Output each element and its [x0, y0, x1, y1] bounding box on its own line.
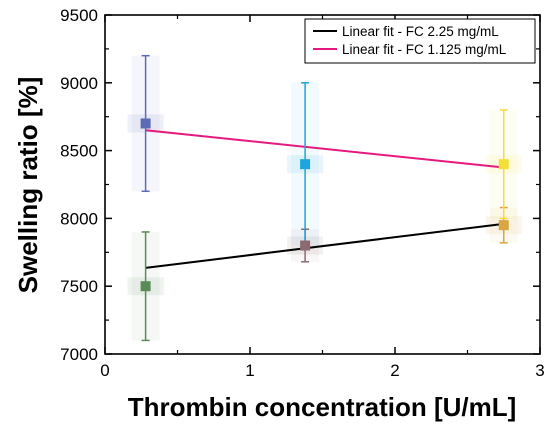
- data-point-marker: [300, 159, 311, 170]
- y-tick-label: 8500: [60, 142, 98, 161]
- x-tick-label: 2: [390, 361, 399, 380]
- legend-label: Linear fit - FC 1.125 mg/mL: [342, 42, 507, 57]
- legend-label: Linear fit - FC 2.25 mg/mL: [342, 24, 499, 39]
- y-tick-label: 7500: [60, 277, 98, 296]
- y-tick-label: 7000: [60, 345, 98, 364]
- axis-ticks-layer: 0 1 2 3 7000 7500 8000 8500 9000 9500: [60, 6, 545, 380]
- legend: Linear fit - FC 2.25 mg/mL Linear fit - F…: [304, 18, 536, 64]
- y-axis-title: Swelling ratio [%]: [13, 77, 43, 294]
- x-tick-label: 1: [245, 361, 254, 380]
- data-point-marker: [140, 281, 151, 292]
- data-point-marker: [140, 118, 151, 129]
- y-tick-label: 9000: [60, 74, 98, 93]
- error-bars-layer: [141, 54, 508, 342]
- point-glow-layer: [127, 55, 522, 341]
- fit-line-2: [145, 129, 504, 169]
- x-axis-title: Thrombin concentration [U/mL]: [128, 392, 517, 422]
- y-tick-label: 9500: [60, 6, 98, 25]
- data-point-marker: [498, 159, 509, 170]
- data-points-layer: [140, 118, 509, 292]
- x-tick-label: 3: [535, 361, 544, 380]
- legend-box: [304, 18, 536, 64]
- plot-frame: [104, 14, 541, 355]
- y-tick-label: 8000: [60, 209, 98, 228]
- data-point-marker: [300, 240, 311, 251]
- x-tick-label: 0: [100, 361, 109, 380]
- data-point-marker: [498, 220, 509, 231]
- fit-line-1: [145, 222, 504, 269]
- fit-lines-layer: [145, 129, 504, 269]
